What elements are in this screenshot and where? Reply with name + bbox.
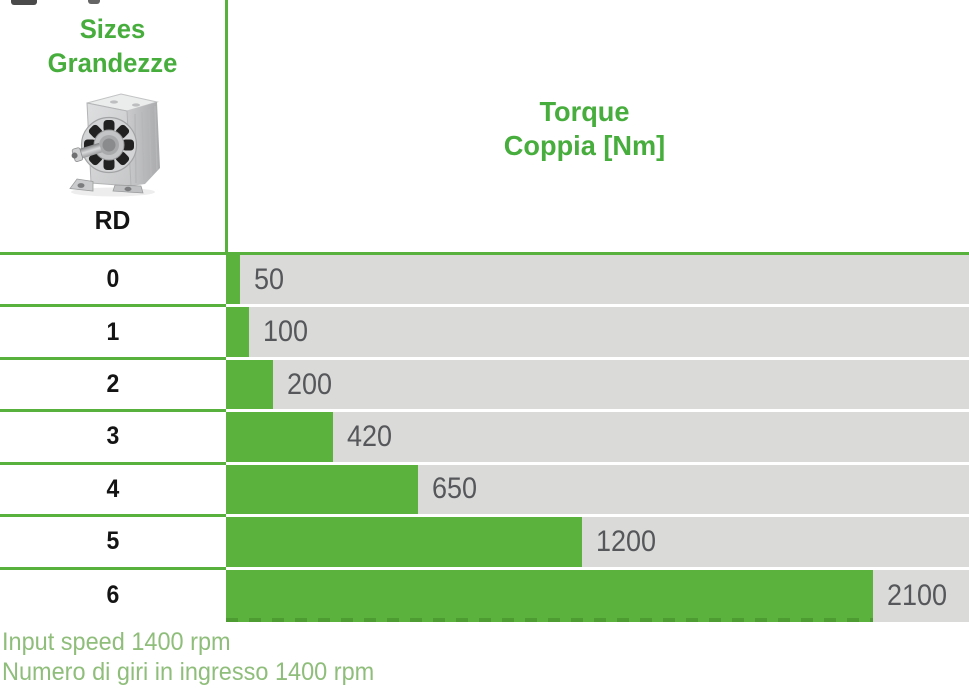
bar-track: 1200 <box>226 517 969 567</box>
torque-value-label: 50 <box>254 262 285 296</box>
chart-row: 1 100 <box>0 307 969 360</box>
sizes-title: Sizes Grandezze <box>6 12 220 80</box>
bar-cell: 100 <box>226 307 969 360</box>
size-cell: 2 <box>0 359 226 413</box>
chart-footnotes: Input speed 1400 rpm Numero di giri in i… <box>2 627 374 687</box>
torque-header: Torque Coppia [Nm] <box>226 95 969 163</box>
torque-value-label: 2100 <box>887 578 948 612</box>
bar-cell: 200 <box>226 359 969 413</box>
size-label: 6 <box>106 581 120 610</box>
bar-cell: 420 <box>226 412 969 465</box>
torque-bar <box>226 359 273 410</box>
torque-value-label: 420 <box>347 419 393 453</box>
size-cell: 4 <box>0 464 226 518</box>
torque-bar <box>226 569 873 623</box>
gearbox-photo <box>0 86 225 203</box>
header-divider-line <box>225 0 228 253</box>
torque-bar <box>226 412 333 462</box>
torque-bar <box>226 307 249 357</box>
chart-rows: 0 50 1 100 2 200 3 420 4 650 5 1200 6 2100 <box>0 255 969 623</box>
sizes-title-it: Grandezze <box>47 48 178 78</box>
chart-row: 4 650 <box>0 464 969 518</box>
sizes-header: Sizes Grandezze <box>0 0 225 236</box>
size-cell: 1 <box>0 307 226 360</box>
model-label: RD <box>94 205 131 235</box>
size-label: 3 <box>106 422 120 451</box>
size-label: 4 <box>106 474 120 503</box>
footnote-input-speed-it: Numero di giri in ingresso 1400 rpm <box>2 658 375 686</box>
torque-title-en: Torque <box>539 96 630 127</box>
bar-track: 100 <box>226 307 969 357</box>
bar-cell: 2100 <box>226 569 969 623</box>
size-cell: 6 <box>0 569 226 622</box>
torque-value-label: 650 <box>432 472 478 506</box>
torque-bar <box>226 517 582 567</box>
chart-top-border <box>0 252 969 255</box>
chart-row: 5 1200 <box>0 517 969 570</box>
torque-title-it: Coppia [Nm] <box>503 130 666 161</box>
size-label: 5 <box>106 527 120 556</box>
bar-track: 200 <box>226 359 969 410</box>
crop-artifact <box>88 0 100 4</box>
bar-cell: 650 <box>226 464 969 518</box>
torque-bar <box>226 255 240 305</box>
torque-value-label: 200 <box>287 367 333 401</box>
size-label: 1 <box>106 317 120 346</box>
bar-track: 2100 <box>226 569 969 623</box>
chart-row: 0 50 <box>0 255 969 308</box>
torque-bar-chart: 0 50 1 100 2 200 3 420 4 650 5 1200 6 2100 <box>0 252 969 623</box>
torque-value-label: 1200 <box>596 524 657 558</box>
chart-row: 3 420 <box>0 412 969 465</box>
sizes-title-en: Sizes <box>79 14 146 44</box>
torque-bar <box>226 464 418 515</box>
chart-row: 2 200 <box>0 359 969 413</box>
size-cell: 0 <box>0 255 226 308</box>
bar-cell: 1200 <box>226 517 969 570</box>
size-label: 2 <box>106 370 120 399</box>
torque-value-label: 100 <box>263 315 309 349</box>
size-cell: 3 <box>0 412 226 465</box>
bar-track: 50 <box>226 255 969 305</box>
bar-track: 650 <box>226 464 969 515</box>
bar-cell: 50 <box>226 255 969 308</box>
size-cell: 5 <box>0 517 226 570</box>
bar-track: 420 <box>226 412 969 462</box>
chart-row: 6 2100 <box>0 569 969 623</box>
footnote-input-speed-en: Input speed 1400 rpm <box>2 628 231 656</box>
size-label: 0 <box>106 265 120 294</box>
crop-artifact <box>11 0 37 5</box>
